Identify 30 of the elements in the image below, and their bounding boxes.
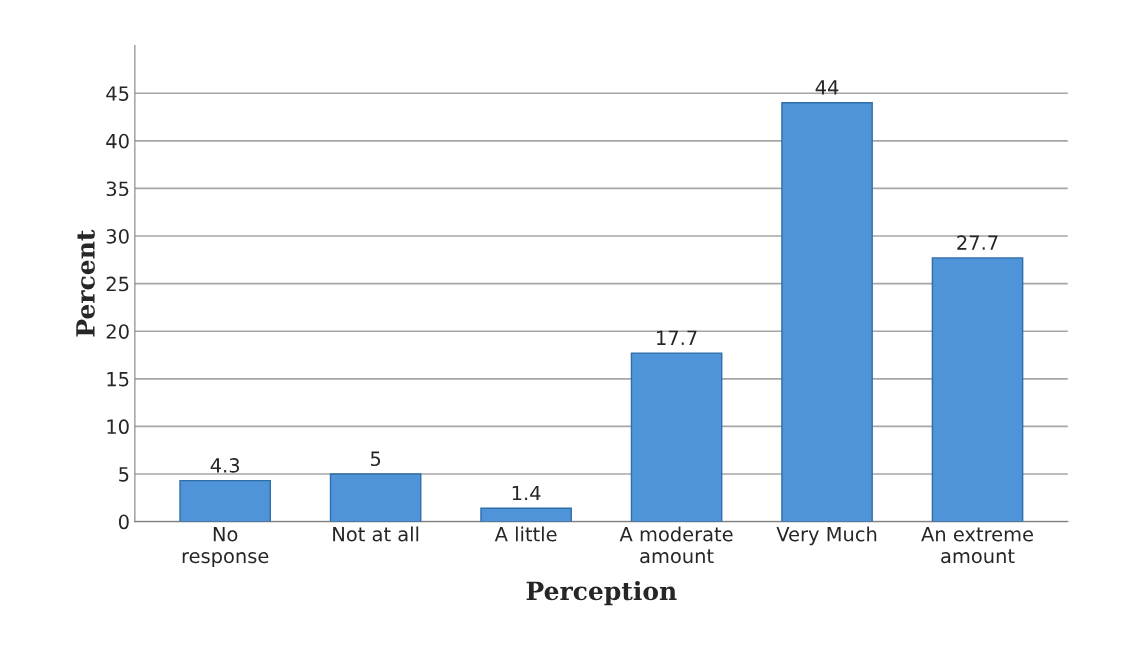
bar: [781, 102, 873, 522]
y-tick-label: 15: [107, 372, 129, 387]
y-tick-label: 10: [107, 419, 129, 435]
data-label: 17.7: [657, 330, 697, 345]
bar: [480, 507, 572, 522]
y-axis-title: Percent: [76, 229, 95, 337]
x-tick-label: A little: [494, 526, 557, 542]
y-tick-label: 40: [106, 133, 129, 149]
bar: [179, 479, 271, 522]
x-tick-label: Not at all: [333, 526, 419, 542]
bar: [630, 352, 723, 522]
bar: [931, 257, 1024, 522]
x-tick-label: A moderate amount: [619, 526, 733, 564]
data-label: 4.3: [210, 458, 240, 473]
x-tick-label: An extreme amount: [921, 527, 1033, 564]
y-tick-label: 30: [106, 228, 129, 244]
data-label: 27.7: [957, 235, 998, 250]
bar: [329, 473, 422, 522]
x-tick-label: Very Much: [776, 526, 877, 546]
data-label: 5: [370, 451, 381, 467]
y-tick-label: 35: [106, 181, 129, 197]
x-axis-title: Perception: [526, 580, 677, 606]
y-tick-label: 45: [106, 86, 129, 101]
data-label: 1.4: [512, 485, 541, 501]
y-tick-label: 20: [106, 324, 129, 339]
x-tick-label: No response: [182, 527, 269, 568]
data-label: 44: [815, 80, 839, 95]
y-tick-label: 0: [118, 514, 129, 530]
y-tick-label: 5: [119, 467, 129, 482]
y-tick-label: 25: [106, 276, 129, 292]
